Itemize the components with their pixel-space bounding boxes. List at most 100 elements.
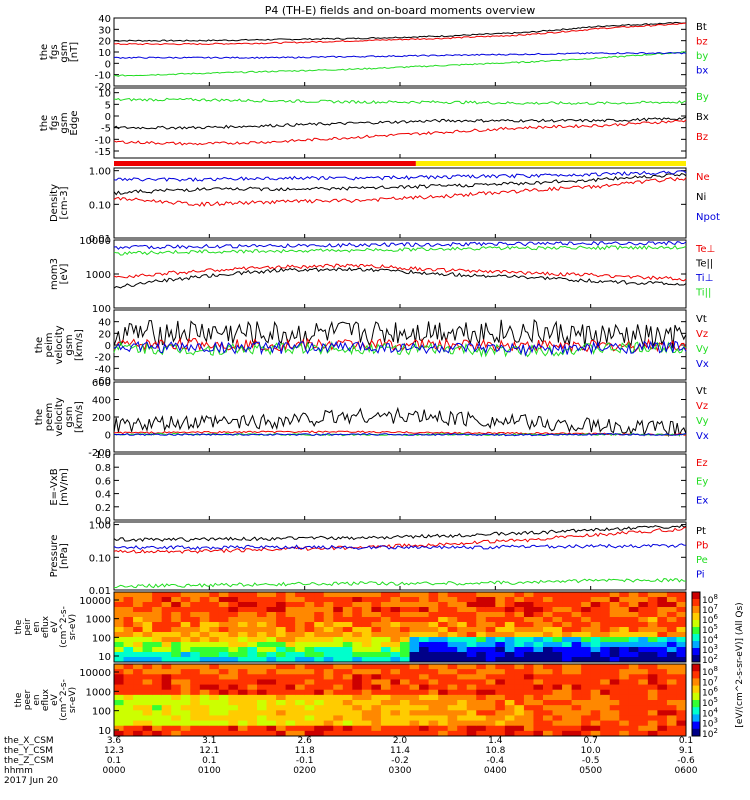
spectrogram-cell <box>352 694 363 701</box>
spectrogram-cell <box>562 715 573 722</box>
spectrogram-cell <box>209 689 220 696</box>
spectrogram-cell <box>571 710 582 716</box>
spectrogram-cell <box>390 612 401 618</box>
spectrogram-cell <box>552 602 563 608</box>
spectrogram-cell <box>123 730 134 737</box>
spectrogram-cell <box>323 684 334 691</box>
spectrogram-cell <box>676 617 687 623</box>
spectrogram-cell <box>171 632 182 638</box>
spectrogram-cell <box>419 689 430 696</box>
spectrogram-cell <box>390 725 401 732</box>
spectrogram-cell <box>352 664 363 670</box>
colorbar-tick-label: 105 <box>702 623 718 636</box>
spectrogram-cell <box>476 689 487 696</box>
spectrogram-cell <box>628 684 639 691</box>
spectrogram-cell <box>247 597 258 603</box>
spectrogram-cell <box>352 597 363 603</box>
spectrogram-cell <box>209 720 220 727</box>
spectrogram-cell <box>600 674 611 680</box>
spectrogram-cell <box>304 710 315 716</box>
spectrogram-cell <box>609 694 620 701</box>
spectrogram-cell <box>638 647 649 653</box>
y-axis-label: [eV] <box>59 264 70 285</box>
spectrogram-cell <box>466 684 477 691</box>
spectrogram-cell <box>237 725 248 732</box>
spectrogram-cell <box>228 700 239 706</box>
spectrogram-cell <box>428 710 439 716</box>
spectrogram-cell <box>371 627 382 633</box>
spectrogram-cell <box>638 694 649 701</box>
spectrogram-cell <box>428 597 439 603</box>
spectrogram-cell <box>161 674 172 680</box>
spectrogram-cell <box>562 657 573 663</box>
spectrogram-cell <box>600 652 611 658</box>
spectrogram-cell <box>457 725 468 732</box>
spectrogram-cell <box>257 694 268 701</box>
spectrogram-cell <box>485 715 496 722</box>
spectrogram-cell <box>352 642 363 648</box>
spectrogram-cell <box>485 647 496 653</box>
spectrogram-cell <box>180 607 191 613</box>
spectrogram-cell <box>152 657 163 663</box>
spectrogram-cell <box>295 627 306 633</box>
spectrogram-cell <box>285 725 296 732</box>
spectrogram-cell <box>590 694 601 701</box>
spectrogram-cell <box>609 647 620 653</box>
spectrogram-cell <box>342 689 353 696</box>
spectrogram-cell <box>333 674 344 680</box>
axis-the_X_CSM-3: 2.0 <box>393 736 408 746</box>
spectrogram-cell <box>371 622 382 628</box>
spectrogram-cell <box>609 720 620 727</box>
spectrogram-cell <box>342 664 353 670</box>
spectrogram-cell <box>600 602 611 608</box>
spectrogram-cell <box>666 664 677 670</box>
spectrogram-cell <box>495 627 506 633</box>
spectrogram-cell <box>218 617 229 623</box>
spectrogram-cell <box>609 710 620 716</box>
spectrogram-cell <box>142 637 153 643</box>
spectrogram-cell <box>371 684 382 691</box>
spectrogram-cell <box>457 664 468 670</box>
spectrogram-cell <box>438 694 449 701</box>
colorbar-tick-label: 108 <box>702 593 718 606</box>
spectrogram-cell <box>533 669 544 675</box>
spectrogram-cell <box>409 657 420 663</box>
spectrogram-cell <box>543 657 554 663</box>
spectrogram-cell <box>133 622 144 628</box>
y-tick-label: 40 <box>98 318 111 329</box>
spectrogram-cell <box>428 612 439 618</box>
spectrogram-cell <box>237 647 248 653</box>
spectrogram-cell <box>409 622 420 628</box>
spectrogram-cell <box>352 715 363 722</box>
spectrogram-cell <box>600 700 611 706</box>
spectrogram-cell <box>457 622 468 628</box>
spectrogram-cell <box>304 627 315 633</box>
spectrogram-cell <box>133 592 144 598</box>
spectrogram-cell <box>419 612 430 618</box>
spectrogram-cell <box>180 669 191 675</box>
spectrogram-cell <box>266 652 277 658</box>
spectrogram-cell <box>571 684 582 691</box>
spectrogram-cell <box>276 607 287 613</box>
colorbar-cell <box>692 685 700 694</box>
spectrogram-cell <box>304 632 315 638</box>
spectrogram-cell <box>342 715 353 722</box>
spectrogram-cell <box>457 642 468 648</box>
spectrogram-cell <box>371 597 382 603</box>
spectrogram-cell <box>466 674 477 680</box>
spectrogram-cell <box>171 715 182 722</box>
axis-the_Z_CSM-2: -0.1 <box>296 756 314 766</box>
spectrogram-cell <box>590 647 601 653</box>
spectrogram-cell <box>581 657 592 663</box>
spectrogram-cell <box>495 592 506 598</box>
colorbar-cell <box>692 613 700 621</box>
spectrogram-cell <box>371 674 382 680</box>
spectrogram-cell <box>619 652 630 658</box>
spectrogram-cell <box>152 597 163 603</box>
spectrogram-cell <box>533 612 544 618</box>
spectrogram-cell <box>466 689 477 696</box>
axis-hhmm-2: 0200 <box>293 766 316 776</box>
colorbar-tick-label: 106 <box>702 686 718 699</box>
spectrogram-cell <box>476 684 487 691</box>
spectrogram-cell <box>543 679 554 686</box>
